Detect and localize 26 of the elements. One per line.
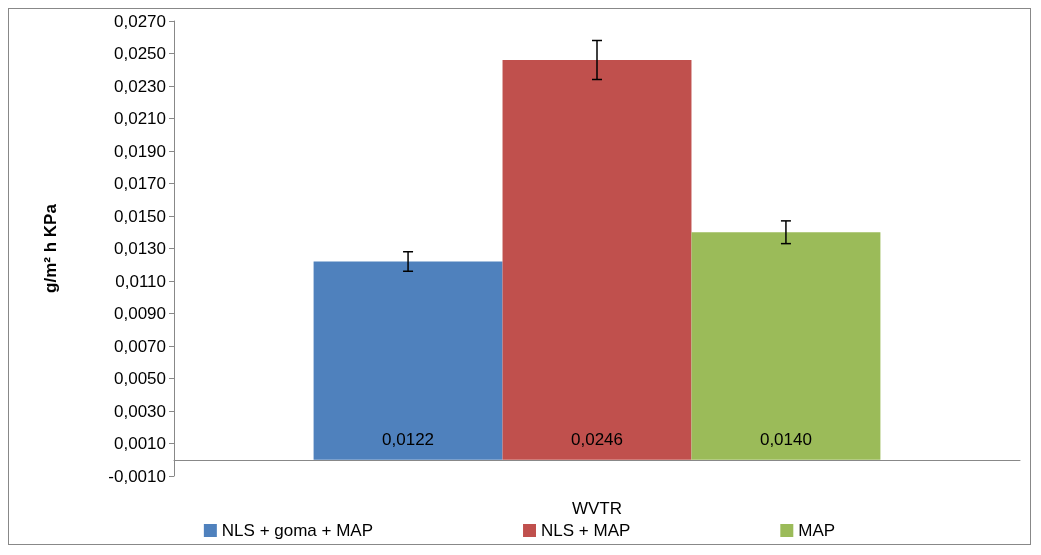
- legend-label: NLS + MAP: [541, 521, 631, 540]
- y-tick-label: 0,0270: [114, 11, 166, 31]
- data-label: 0,0140: [759, 429, 812, 449]
- y-tick-label: 0,0110: [115, 271, 166, 291]
- data-label: 0,0246: [571, 429, 623, 449]
- y-tick-label: 0,0170: [114, 174, 166, 193]
- y-tick-label: -0,0010: [108, 466, 166, 486]
- y-tick-label: 0,0230: [114, 76, 166, 96]
- y-tick-label: 0,0090: [114, 304, 166, 323]
- bar: [502, 60, 692, 460]
- y-tick-label: 0,0050: [114, 369, 166, 388]
- y-tick-label: 0,0070: [114, 336, 166, 356]
- x-tick-label: WVTR: [571, 499, 623, 518]
- y-tick-label: 0,0250: [114, 44, 166, 63]
- data-label: 0,0122: [382, 429, 435, 449]
- y-tick-label: 0,0010: [114, 434, 166, 453]
- bar: [313, 261, 503, 460]
- bar: [691, 232, 881, 460]
- legend-label: NLS + goma + MAP: [221, 521, 374, 540]
- y-axis-title: g/m² h KPa: [41, 203, 60, 293]
- y-tick-label: 0,0130: [114, 239, 166, 258]
- y-tick-label: 0,0150: [114, 206, 166, 226]
- y-tick-label: 0,0210: [114, 109, 166, 128]
- y-tick-label: 0,0030: [114, 401, 166, 421]
- legend-label: MAP: [798, 521, 836, 540]
- y-tick-label: 0,0190: [114, 141, 166, 161]
